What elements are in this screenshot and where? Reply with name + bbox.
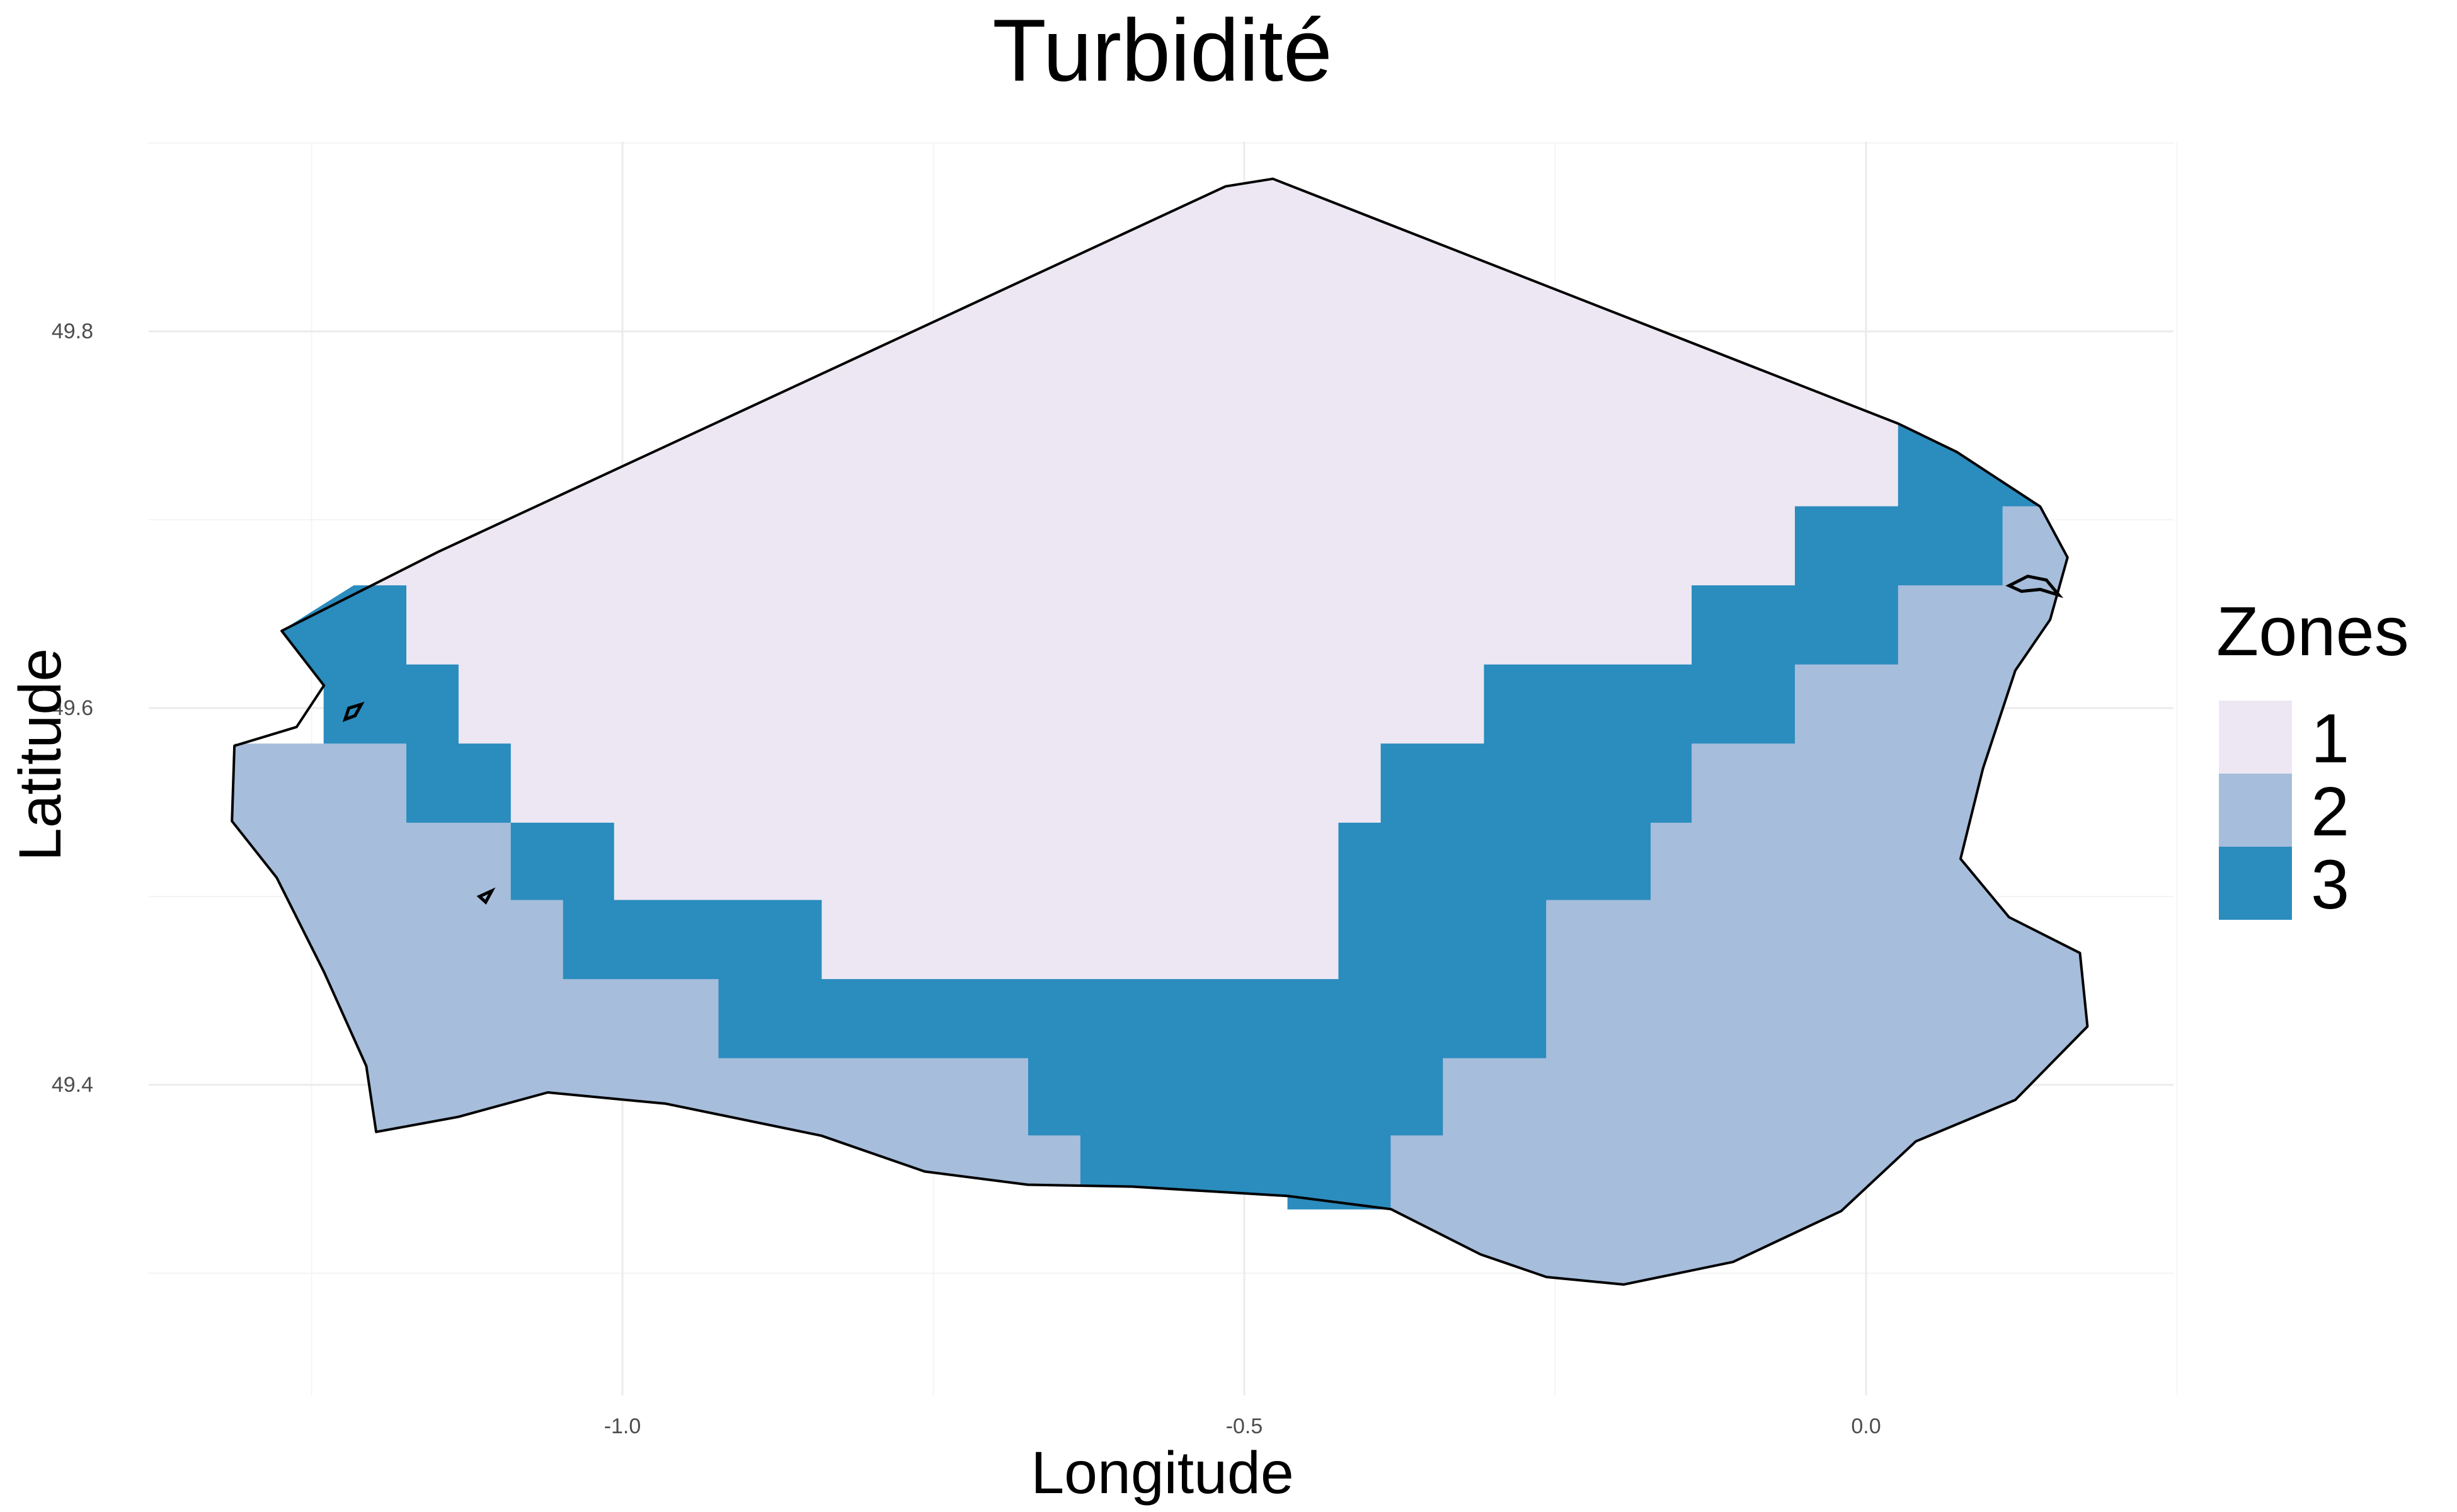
island-outline <box>476 887 496 905</box>
coastline-outline <box>231 177 2089 1286</box>
y-tick-label: 49.4 <box>52 1073 93 1097</box>
y-axis-title: Latitude <box>7 648 74 861</box>
island-outline <box>342 701 365 723</box>
legend-label-3: 3 <box>2311 846 2349 924</box>
legend-swatch-1 <box>2219 701 2292 774</box>
legend-label-2: 2 <box>2311 773 2349 850</box>
y-tick-label: 49.8 <box>52 319 93 343</box>
x-tick-label: -1.0 <box>604 1414 641 1438</box>
legend-swatch-3 <box>2219 847 2292 920</box>
axes: -1.0 -0.5 0.0 49.4 49.6 49.8 Longitude L… <box>7 319 1881 1506</box>
island-outline <box>2005 575 2064 598</box>
legend-label-1: 1 <box>2311 700 2349 777</box>
chart-title: Turbidité <box>992 1 1332 100</box>
coastline <box>231 177 2089 1286</box>
y-tick-label: 49.6 <box>52 696 93 720</box>
legend: Zones 1 2 3 <box>2216 593 2409 924</box>
x-axis-title: Longitude <box>1031 1440 1293 1506</box>
x-tick-label: 0.0 <box>1851 1414 1881 1438</box>
legend-title: Zones <box>2216 593 2409 670</box>
legend-swatch-2 <box>2219 774 2292 847</box>
x-tick-label: -0.5 <box>1226 1414 1263 1438</box>
zone-cells <box>231 178 2088 1285</box>
